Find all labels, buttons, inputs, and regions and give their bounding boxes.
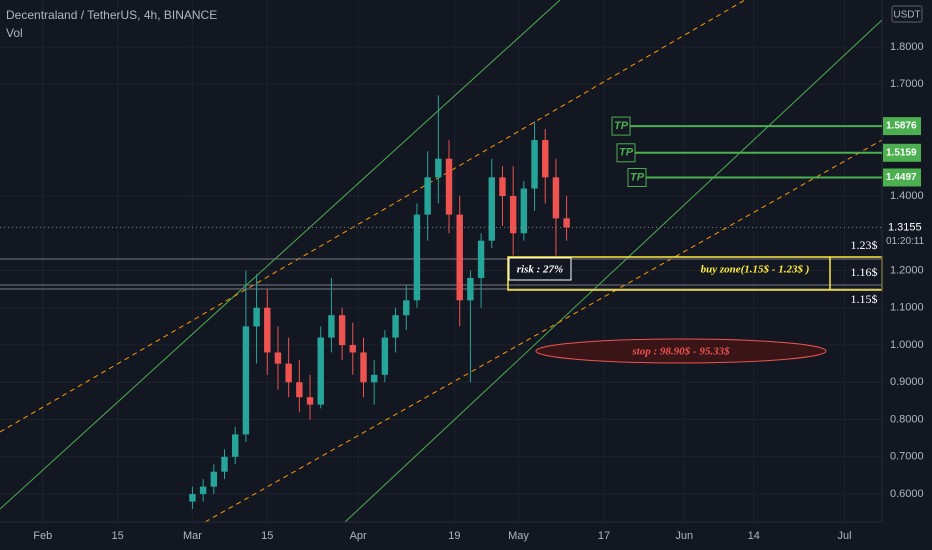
grid — [0, 0, 882, 522]
x-tick-label: Mar — [183, 530, 202, 542]
target-label: TP — [619, 147, 634, 159]
currency: USDT — [893, 10, 920, 21]
x-tick-label: Jun — [675, 530, 693, 542]
y-tick-label: 0.9000 — [890, 376, 924, 388]
indicator: Vol — [6, 26, 23, 40]
channel-line — [0, 0, 561, 510]
candle-body — [328, 315, 335, 338]
y-tick-label: 0.8000 — [890, 413, 924, 425]
x-tick-label: Feb — [33, 530, 52, 542]
last-price: 1.3155 — [888, 221, 922, 233]
target-box — [611, 116, 631, 136]
candle-body — [189, 494, 196, 502]
candle-body — [360, 352, 367, 383]
target-price: 1.5159 — [886, 147, 917, 158]
y-tick-label: 1.2000 — [890, 264, 924, 276]
candle-body — [424, 177, 431, 215]
candle-body — [264, 307, 271, 353]
buy-zone-label: buy zone(1.15$ - 1.23$ ) — [701, 264, 810, 276]
candle-body — [349, 345, 357, 353]
y-tick-label: 1.7000 — [890, 78, 924, 90]
candle-body — [552, 177, 560, 219]
level-label: 1.15$ — [851, 292, 878, 306]
candle-body — [456, 214, 463, 301]
currency-box — [891, 5, 923, 23]
channel-line — [344, 19, 883, 523]
target-price: 1.5876 — [886, 121, 917, 132]
candle-body — [445, 158, 453, 215]
level-label: 1.16$ — [851, 265, 878, 279]
candle-body — [403, 300, 410, 316]
target-price-box — [883, 143, 921, 162]
candle-body — [221, 456, 228, 472]
risk-box — [508, 257, 572, 281]
last-price-box — [883, 219, 932, 250]
level-label: 1.23$ — [851, 238, 878, 252]
candle-body — [542, 140, 549, 178]
target-box — [616, 143, 636, 163]
candle-body — [306, 397, 314, 405]
target-price: 1.4497 — [886, 172, 917, 183]
candle-body — [242, 326, 250, 435]
candle-body — [467, 277, 474, 301]
x-tick-label: Jul — [838, 530, 852, 542]
candle-body — [199, 486, 207, 495]
y-tick-label: 1.0000 — [890, 339, 924, 351]
x-tick-label: Apr — [350, 530, 367, 542]
target-box — [627, 167, 647, 187]
candles — [189, 95, 570, 509]
candle-body — [413, 214, 421, 301]
y-tick-label: 0.6000 — [890, 488, 924, 500]
candle-body — [435, 158, 442, 178]
candle-body — [509, 195, 517, 234]
y-tick-label: 0.7000 — [890, 451, 924, 463]
target-label: TP — [630, 171, 645, 183]
y-tick-label: 1.4000 — [890, 190, 924, 202]
candle-body — [531, 140, 538, 189]
x-tick-label: 17 — [598, 530, 610, 542]
x-tick-label: 15 — [111, 530, 123, 542]
candle-body — [477, 240, 485, 278]
target-price-box — [883, 117, 921, 136]
candle-body — [392, 315, 399, 338]
candle-body — [381, 337, 389, 375]
candle-body — [338, 315, 346, 346]
y-tick-label: 1.1000 — [890, 302, 924, 314]
candle-body — [520, 188, 528, 234]
candle-body — [317, 337, 324, 405]
candle-body — [296, 382, 303, 398]
x-tick-label: 15 — [261, 530, 273, 542]
channel-dashed — [204, 139, 883, 523]
candle-body — [274, 352, 282, 364]
candle-body — [285, 363, 292, 383]
x-tick-label: May — [508, 530, 529, 542]
stop-ellipse — [535, 338, 827, 364]
y-tick-label: 1.8000 — [890, 41, 924, 53]
stop-label: stop : 98.90$ - 95.33$ — [631, 346, 730, 358]
x-tick-label: 14 — [748, 530, 760, 542]
target-label: TP — [614, 120, 629, 132]
candle-body — [231, 434, 239, 457]
risk-label: risk : 27% — [517, 264, 563, 276]
title: Decentraland / TetherUS, 4h, BINANCE — [6, 8, 217, 22]
candle-body — [253, 307, 260, 327]
target-price-box — [883, 168, 921, 187]
candle-body — [370, 374, 378, 383]
candle-body — [210, 471, 218, 487]
candle-body — [488, 177, 495, 241]
countdown: 01:20:11 — [886, 236, 925, 247]
candle-body — [563, 218, 570, 228]
candle-body — [499, 177, 506, 196]
x-tick-label: 19 — [448, 530, 460, 542]
